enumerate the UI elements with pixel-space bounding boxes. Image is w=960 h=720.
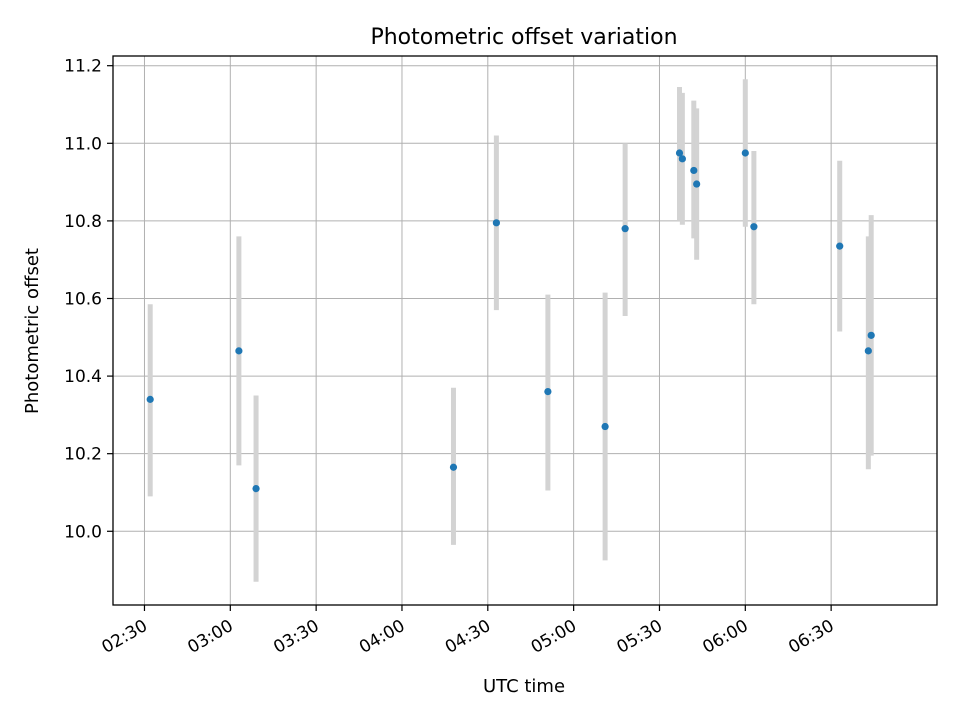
data-point [867,331,875,339]
data-point [252,485,260,493]
y-axis-ticks: 10.0 10.2 10.4 10.6 10.8 11.0 11.2 [64,57,113,542]
data-point [693,180,701,188]
y-tick-label: 10.6 [64,289,102,309]
y-tick-label: 11.2 [64,57,102,77]
data-point [621,225,629,233]
data-point [492,219,500,227]
data-point [146,395,154,403]
x-axis-label: UTC time [483,676,565,697]
data-point [601,422,609,431]
y-tick-label: 10.4 [64,367,102,387]
data-point [544,388,552,396]
data-point [864,347,872,355]
plot-frame [112,55,938,606]
y-tick-label: 10.8 [64,212,102,232]
y-tick-label: 11.0 [64,134,102,154]
data-point [750,223,758,231]
data-point [449,463,458,471]
data-point [690,166,698,175]
y-tick-label: 10.0 [64,522,102,542]
chart-title: Photometric offset variation [370,25,677,50]
data-point [741,149,749,157]
data-point [235,347,243,355]
data-points [146,149,875,493]
data-point [836,242,844,250]
y-tick-label: 10.2 [64,445,102,465]
data-point [675,149,684,157]
y-axis-label: Photometric offset [22,248,43,414]
data-point [678,155,686,163]
